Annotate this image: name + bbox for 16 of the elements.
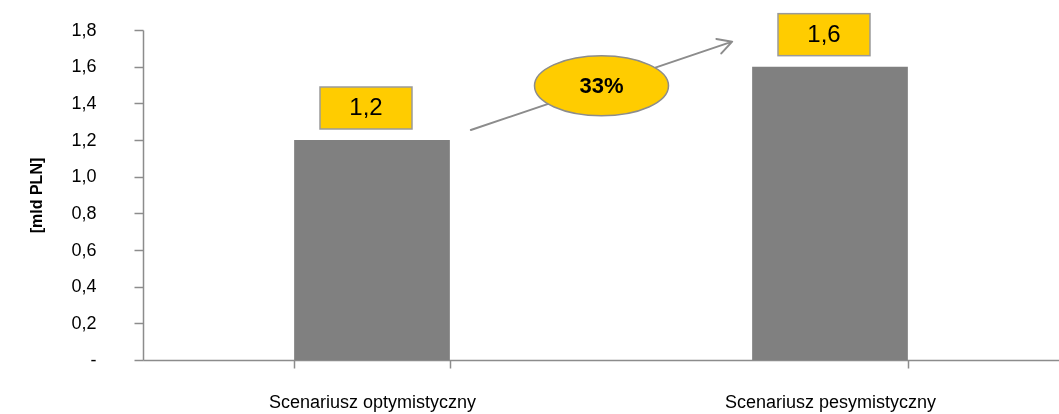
y-tick-label: 1,2: [71, 129, 97, 150]
y-axis-title: [mld PLN]: [28, 157, 46, 234]
x-tick-label: Scenariusz pesymistyczny: [724, 391, 937, 412]
annotation: 33%: [579, 73, 624, 99]
y-tick-label: 1,0: [71, 166, 97, 187]
data-label: 1,6: [807, 19, 841, 47]
y-tick-label: 1,8: [71, 19, 97, 40]
y-tick-label: 0,4: [71, 276, 97, 297]
y-tick-label: 1,6: [71, 56, 97, 77]
y-tick-label: 0,6: [71, 239, 97, 260]
y-tick-label: 1,4: [71, 92, 97, 113]
y-tick-label: -: [90, 349, 97, 370]
y-tick-label: 0,2: [71, 312, 97, 333]
y-tick-label: 0,8: [71, 202, 97, 223]
x-tick-label: Scenariusz optymistyczny: [268, 391, 477, 412]
data-label: 1,2: [349, 93, 383, 120]
